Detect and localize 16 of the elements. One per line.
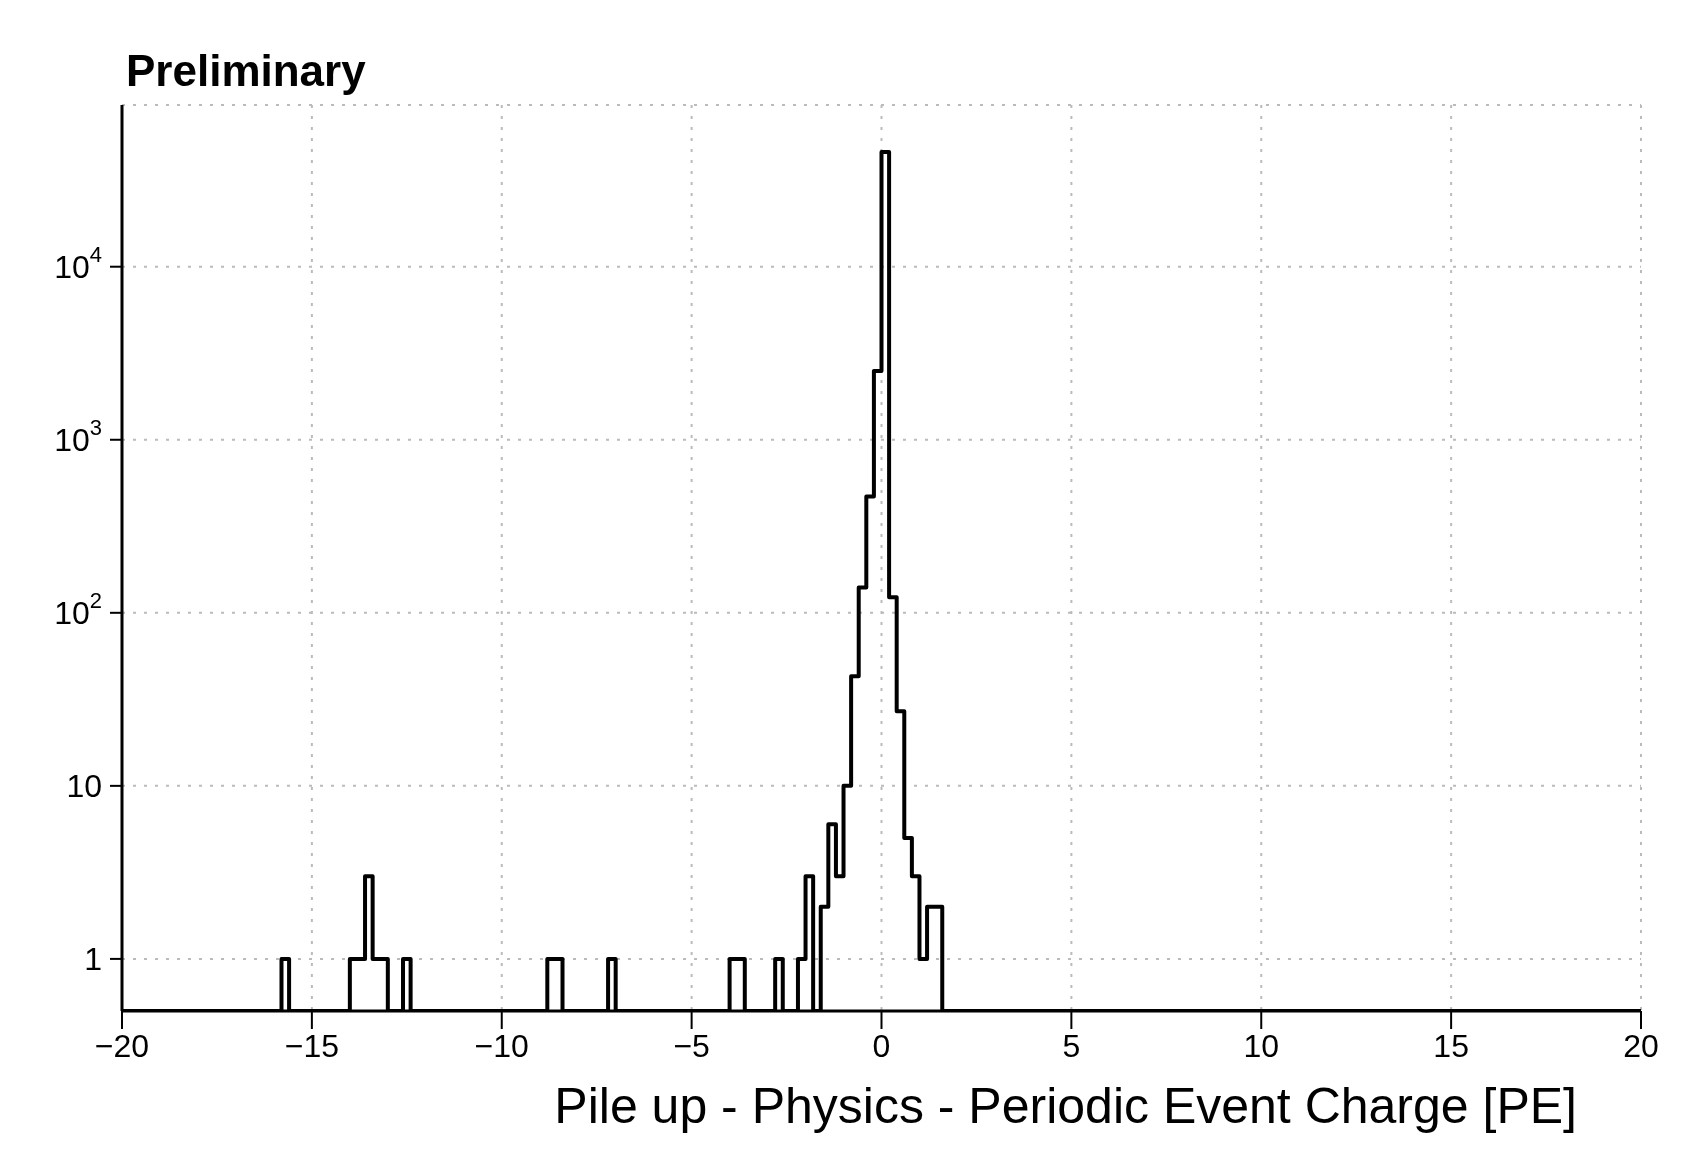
x-tick-label: 0 [872,1028,891,1064]
y-tick-label: 1 [84,940,102,977]
x-tick-label: 20 [1623,1028,1659,1064]
x-axis-title: Pile up - Physics - Periodic Event Charge [PE] [554,1078,1577,1134]
y-tick-label: 10$^{4}$ [54,241,102,285]
chart-title: Preliminary [126,46,366,96]
y-tick-label: 10 [66,767,102,804]
x-tick-label: −20 [94,1028,150,1064]
y-tick-label: 10$^{3}$ [54,414,102,458]
x-tick-label: 5 [1062,1028,1081,1064]
x-tick-label: 15 [1433,1028,1469,1064]
x-tick-label: −10 [474,1028,529,1064]
y-tick-label: 10$^{2}$ [54,587,102,631]
x-tick-label: −5 [673,1028,710,1064]
x-tick-label: 10 [1243,1028,1280,1064]
x-tick-label: −15 [284,1028,340,1064]
